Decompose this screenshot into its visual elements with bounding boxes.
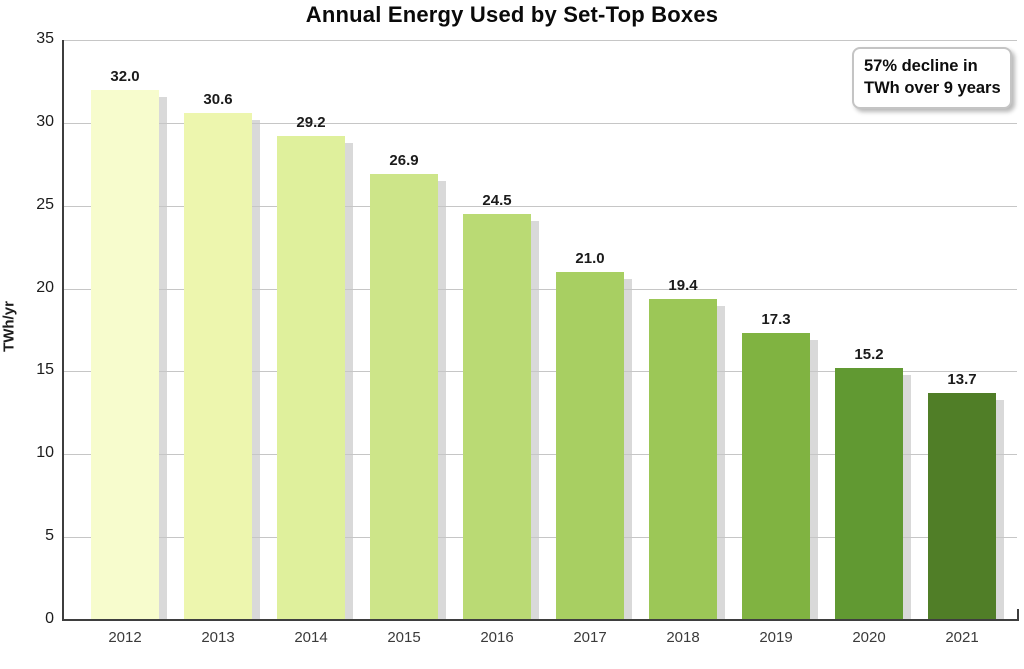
bar-2019 [742,333,810,620]
bar-2013 [184,112,252,620]
y-tick-label: 0 [45,610,54,627]
bar-2012 [91,89,159,620]
bar-value-label: 13.7 [947,370,977,388]
grid-line [64,40,1017,41]
x-axis-line [62,619,1019,621]
bar-2020 [835,368,903,620]
bar-value-label: 21.0 [575,250,605,267]
plot-area: 32.0 30.6 29.2 26.9 24.5 21.0 19.4 17.3 15.2 13.7 [64,40,1017,620]
bar-value-label: 15.2 [854,346,884,364]
y-tick-label: 5 [45,527,54,545]
x-tick-label: 2021 [945,629,979,646]
x-tick-label: 2017 [573,629,607,646]
grid-line [64,454,1017,456]
y-tick-label: 20 [36,278,54,296]
bar-value-label: 30.6 [203,90,233,108]
bar-value-label: 19.4 [668,276,698,294]
bar-2021 [928,392,996,620]
bar-2016 [463,214,531,620]
grid-line [64,122,1017,124]
bar-value-label: 32.0 [110,67,140,85]
y-tick-label: 10 [36,444,54,462]
grid-line [64,371,1017,373]
bar-2017 [556,272,624,620]
bar-value-label: 26.9 [389,152,419,170]
y-tick-label: 25 [36,195,54,213]
x-tick-label: 2012 [108,629,142,646]
bar-value-label: 24.5 [482,192,512,209]
bar-2014 [277,136,345,620]
x-tick-label: 2016 [480,629,514,646]
annotation-text-line1: 57% decline in [864,57,978,75]
bar-2018 [649,298,717,620]
annotation-box: 57% decline in TWh over 9 years [852,47,1012,109]
x-tick-label: 2019 [759,629,793,646]
bar-value-label: 17.3 [761,311,791,329]
bar-2015 [370,174,438,620]
x-tick-label: 2013 [201,629,235,646]
x-axis-end-tick [1017,609,1019,621]
grid-line [64,205,1017,207]
grid-line [64,288,1017,290]
y-tick-label: 30 [36,112,54,130]
bar-value-label: 29.2 [296,114,326,132]
annotation-text-line2: TWh over 9 years [864,79,1001,98]
y-tick-label: 35 [36,30,54,47]
y-tick-label: 15 [36,361,54,379]
chart-title: Annual Energy Used by Set-Top Boxes [305,2,719,27]
grid-line [64,537,1017,539]
x-tick-label: 2018 [666,629,700,646]
x-tick-label: 2015 [387,629,421,646]
x-tick-label: 2020 [852,629,886,646]
y-axis-line [62,40,64,621]
x-tick-label: 2014 [294,629,328,646]
